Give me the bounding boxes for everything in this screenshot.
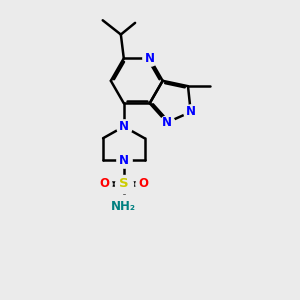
Text: O: O [138, 177, 148, 190]
Text: N: N [145, 52, 155, 65]
Text: N: N [119, 154, 129, 167]
Text: S: S [119, 177, 129, 190]
Text: N: N [186, 106, 196, 118]
Text: N: N [162, 116, 172, 129]
Text: NH₂: NH₂ [111, 200, 136, 213]
Text: O: O [99, 177, 110, 190]
Text: N: N [119, 120, 129, 133]
